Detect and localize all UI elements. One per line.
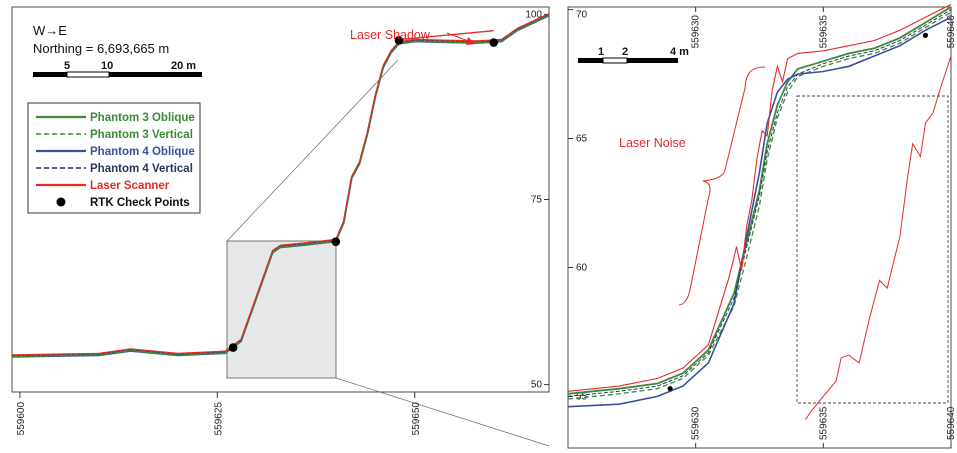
right-scale-bar: 1 2 4 m [578,46,689,64]
legend-item-label: Phantom 4 Oblique [90,146,195,158]
right-line-laser-scanner [567,3,952,392]
right-scale-tick-4m: 4 m [670,46,689,58]
left-rtk-check-point [489,38,499,47]
right-y-tick-label: 60 [576,262,588,273]
left-scale-seg-1 [33,72,67,77]
right-top-tick-label: 559635 [818,15,829,49]
legend: Phantom 3 Oblique Phantom 3 Vertical Phant… [27,102,201,214]
legend-item-label: Laser Scanner [90,180,170,192]
northing-label: Northing = 6,693,665 m [33,41,169,56]
right-line-phantom-4-oblique [567,16,952,408]
left-scale-tick-5: 5 [64,60,70,72]
right-top-tick-label: 559640 [946,15,957,49]
right-y-tick-label: 70 [576,10,588,21]
legend-box [27,102,201,214]
legend-item-label: Phantom 3 Vertical [90,129,193,141]
left-rtk-check-point [331,237,341,247]
left-plot-layer: 559600 559625 559650 100 75 50 [11,9,550,436]
laser-shadow-arrowhead [466,37,476,45]
left-laser-shadow-segment [398,30,494,41]
legend-item-label: Phantom 4 Vertical [90,163,193,175]
right-top-tick-label: 559630 [691,15,702,49]
legend-item-label: Phantom 3 Oblique [90,112,195,124]
right-y-tick-label: 65 [576,134,588,145]
right-scale-seg-2 [602,57,628,64]
right-line-phantom-3-vertical [567,11,952,400]
laser-noise-annotation: Laser Noise [619,136,686,150]
right-y-tick-label: 55 [576,391,588,402]
legend-item-label: RTK Check Points [90,197,190,209]
right-rtk-check-point [667,386,673,392]
right-plot-frame [567,6,952,449]
laser-shadow-annotation: Laser Shadow [350,28,431,42]
right-x-tick-label: 559640 [946,406,957,440]
right-scale-seg-3 [627,58,678,63]
right-line-phantom-3-oblique [567,6,952,395]
left-x-tick-label: 559650 [411,402,422,436]
left-scale-tick-10: 10 [101,60,113,72]
left-x-tick-label: 559625 [213,402,224,436]
laser-noise-brace [678,66,766,306]
right-x-tick-label: 559630 [691,406,702,440]
left-line-laser-scanner [11,12,550,356]
zoom-connector-top [226,59,399,242]
left-x-tick-label: 559600 [16,402,27,436]
zoom-connector-bottom [335,377,550,447]
left-y-tick-label: 100 [525,9,542,20]
left-scale-tick-20m: 20 m [171,60,196,72]
right-x-tick-label: 559635 [818,406,829,440]
right-plot-layer: 559630 559630 559635 559635 559640 559640 55 60… [567,3,957,448]
left-rtk-check-point [228,343,238,352]
left-scale-seg-2 [66,71,110,78]
left-scale-seg-3 [109,72,202,77]
right-rtk-check-point [922,32,929,38]
laser-noise-box [796,95,949,404]
right-scale-seg-1 [578,58,603,63]
zoom-box [226,240,337,379]
left-scale-bar: 5 10 20 m [33,60,202,78]
right-scale-tick-1: 1 [598,46,604,58]
legend-swatch-dot [56,197,66,207]
left-y-tick-label: 50 [531,380,543,391]
right-scale-tick-2: 2 [622,46,628,58]
left-rtk-check-point [394,36,404,45]
direction-label: W→E [33,23,67,38]
right-line-phantom-4-vertical [567,9,952,397]
left-y-tick-label: 75 [531,195,543,206]
right-laser-noise-line [805,55,952,420]
